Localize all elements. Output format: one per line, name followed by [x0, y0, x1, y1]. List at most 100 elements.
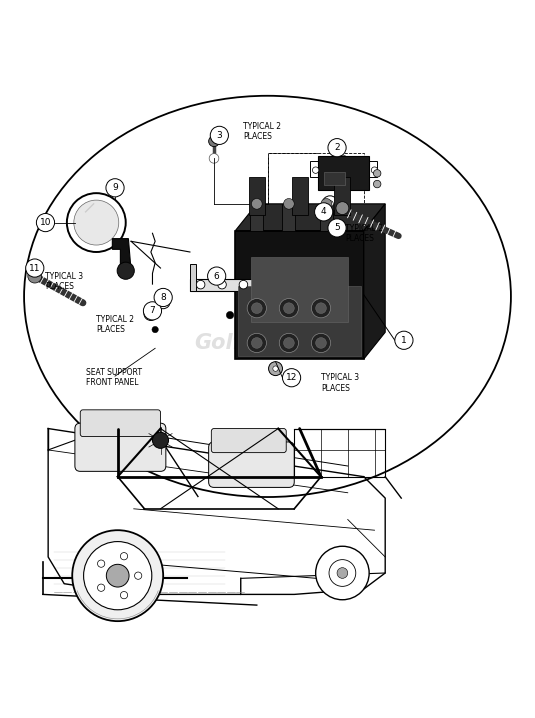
Circle shape — [282, 368, 301, 387]
Circle shape — [117, 262, 134, 279]
Circle shape — [154, 289, 172, 307]
Circle shape — [67, 193, 126, 252]
Circle shape — [72, 530, 163, 621]
Circle shape — [208, 267, 226, 285]
Bar — [238, 286, 361, 356]
Bar — [249, 177, 265, 215]
Bar — [310, 161, 377, 177]
Circle shape — [120, 592, 128, 599]
Circle shape — [247, 333, 266, 353]
Text: TYPICAL 2
PLACES: TYPICAL 2 PLACES — [243, 122, 281, 141]
Bar — [251, 257, 348, 322]
Circle shape — [312, 167, 319, 173]
Bar — [190, 264, 196, 291]
Bar — [235, 230, 364, 359]
Circle shape — [36, 213, 55, 232]
Circle shape — [371, 167, 378, 173]
Circle shape — [321, 198, 332, 209]
Bar — [190, 279, 254, 291]
Polygon shape — [112, 238, 131, 271]
Circle shape — [316, 303, 326, 314]
FancyBboxPatch shape — [211, 429, 286, 452]
Circle shape — [144, 307, 158, 320]
Text: 10: 10 — [40, 218, 51, 227]
Text: 3: 3 — [217, 131, 222, 140]
Circle shape — [322, 196, 338, 212]
Polygon shape — [235, 204, 385, 230]
Text: 8: 8 — [160, 293, 166, 302]
Circle shape — [106, 564, 129, 587]
Circle shape — [328, 139, 346, 157]
Circle shape — [247, 299, 266, 318]
Circle shape — [143, 302, 162, 320]
Circle shape — [152, 327, 158, 332]
Text: TYPICAL 3
PLACES: TYPICAL 3 PLACES — [321, 373, 359, 393]
Text: 1: 1 — [401, 336, 407, 345]
Circle shape — [284, 337, 294, 348]
Circle shape — [210, 126, 228, 144]
FancyBboxPatch shape — [75, 423, 166, 471]
Circle shape — [327, 200, 333, 207]
Text: 11: 11 — [29, 264, 41, 273]
Circle shape — [279, 299, 299, 318]
Text: 4: 4 — [321, 208, 326, 216]
Text: 5: 5 — [334, 223, 340, 233]
Text: SEAT SUPPORT
FRONT PANEL: SEAT SUPPORT FRONT PANEL — [86, 368, 142, 388]
Circle shape — [218, 280, 226, 289]
Circle shape — [316, 337, 326, 348]
Text: 12: 12 — [286, 373, 297, 382]
Bar — [292, 177, 308, 215]
Circle shape — [395, 331, 413, 350]
Circle shape — [269, 362, 282, 376]
Bar — [320, 204, 333, 230]
Circle shape — [156, 295, 170, 309]
FancyBboxPatch shape — [209, 442, 294, 488]
Text: 6: 6 — [214, 271, 219, 281]
Circle shape — [284, 198, 294, 209]
Bar — [334, 177, 350, 215]
Circle shape — [328, 219, 346, 237]
Circle shape — [316, 546, 369, 600]
Text: 2: 2 — [334, 143, 340, 152]
Circle shape — [26, 259, 44, 277]
Circle shape — [315, 202, 333, 221]
Circle shape — [273, 366, 278, 371]
FancyBboxPatch shape — [80, 410, 160, 437]
Bar — [324, 172, 345, 185]
Circle shape — [160, 299, 166, 305]
Circle shape — [284, 303, 294, 314]
Text: GolfCartDirect: GolfCartDirect — [194, 333, 363, 353]
Circle shape — [120, 553, 128, 560]
Circle shape — [251, 303, 262, 314]
Circle shape — [196, 280, 205, 289]
Circle shape — [337, 568, 348, 579]
Bar — [268, 153, 364, 218]
Bar — [282, 204, 295, 230]
Circle shape — [251, 198, 262, 209]
Bar — [294, 429, 385, 477]
Circle shape — [83, 541, 152, 610]
Circle shape — [373, 180, 381, 188]
Circle shape — [373, 169, 381, 177]
Circle shape — [251, 337, 262, 348]
Circle shape — [311, 299, 331, 318]
Text: 7: 7 — [150, 307, 155, 315]
Text: TYPICAL 2
PLACES: TYPICAL 2 PLACES — [345, 223, 383, 243]
Circle shape — [106, 179, 124, 197]
Circle shape — [152, 432, 169, 448]
Circle shape — [97, 584, 105, 592]
Circle shape — [209, 136, 219, 146]
Circle shape — [311, 333, 331, 353]
Circle shape — [239, 280, 248, 289]
Circle shape — [134, 572, 142, 579]
Text: TYPICAL 3
PLACES: TYPICAL 3 PLACES — [45, 271, 83, 291]
Polygon shape — [364, 204, 385, 359]
Circle shape — [226, 312, 234, 319]
Circle shape — [74, 200, 119, 245]
Bar — [318, 156, 369, 190]
Text: 9: 9 — [112, 183, 118, 192]
Circle shape — [279, 333, 299, 353]
Bar — [250, 204, 263, 230]
Circle shape — [336, 202, 349, 215]
Text: TYPICAL 2
PLACES: TYPICAL 2 PLACES — [96, 314, 134, 334]
